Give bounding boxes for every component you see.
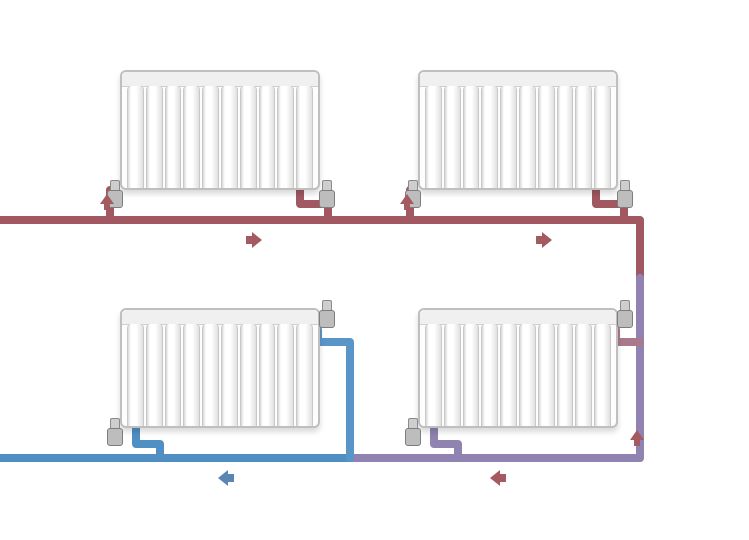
- radiator-fin: [519, 324, 536, 426]
- radiator-body: [120, 308, 320, 428]
- rad-bot-right: [418, 308, 618, 428]
- flow-arrow-up: [100, 194, 114, 210]
- valve-nut: [617, 190, 633, 208]
- radiator-fin: [538, 324, 555, 426]
- radiator-fin: [575, 86, 592, 188]
- flow-arrow-left: [218, 470, 234, 486]
- flow-arrow-up: [630, 430, 644, 446]
- radiator-fin: [481, 86, 498, 188]
- valve-nut: [617, 310, 633, 328]
- radiator-fin: [463, 86, 480, 188]
- pipe-rad3-drain: [136, 428, 160, 458]
- radiator-fin: [127, 324, 144, 426]
- radiator-fin: [183, 86, 200, 188]
- radiator-fin: [444, 324, 461, 426]
- radiator-fin: [444, 86, 461, 188]
- radiator-top-cap: [122, 310, 318, 325]
- radiator-fin: [296, 324, 313, 426]
- valve-nut: [107, 428, 123, 446]
- radiator-fin: [146, 86, 163, 188]
- radiator-valve: [614, 186, 634, 210]
- radiator-fin: [296, 86, 313, 188]
- radiator-fin: [240, 86, 257, 188]
- radiator-fin: [277, 324, 294, 426]
- radiator-fins: [420, 324, 616, 426]
- radiator-fin: [165, 324, 182, 426]
- radiator-valve: [614, 306, 634, 330]
- rad-bot-left: [120, 308, 320, 428]
- pipe-rad4-drain: [434, 428, 458, 458]
- radiator-top-cap: [420, 72, 616, 87]
- radiator-valve: [316, 306, 336, 330]
- flow-arrow-left: [490, 470, 506, 486]
- valve-nut: [405, 428, 421, 446]
- radiator-fin: [594, 86, 611, 188]
- heating-diagram: [0, 0, 749, 540]
- radiator-fin: [183, 324, 200, 426]
- valve-nut: [319, 190, 335, 208]
- radiator-body: [120, 70, 320, 190]
- radiator-fin: [519, 86, 536, 188]
- pipe-supply-in: [0, 220, 640, 278]
- radiator-fin: [500, 86, 517, 188]
- flow-arrow-right: [246, 232, 262, 248]
- flow-arrow-up: [400, 194, 414, 210]
- radiator-fins: [420, 86, 616, 188]
- flow-arrow-right: [536, 232, 552, 248]
- radiator-fin: [557, 86, 574, 188]
- radiator-fin: [127, 86, 144, 188]
- pipe-layer: [0, 0, 749, 540]
- radiator-fin: [221, 324, 238, 426]
- radiator-fin: [538, 86, 555, 188]
- pipe-rad3-in: [318, 330, 350, 458]
- radiator-fin: [557, 324, 574, 426]
- radiator-fin: [463, 324, 480, 426]
- radiator-fin: [259, 324, 276, 426]
- radiator-fin: [594, 324, 611, 426]
- radiator-valve: [316, 186, 336, 210]
- radiator-fin: [425, 324, 442, 426]
- radiator-fins: [122, 86, 318, 188]
- radiator-fin: [277, 86, 294, 188]
- radiator-fin: [202, 86, 219, 188]
- radiator-body: [418, 308, 618, 428]
- rad-top-left: [120, 70, 320, 190]
- radiator-fins: [122, 324, 318, 426]
- radiator-fin: [165, 86, 182, 188]
- rad-top-right: [418, 70, 618, 190]
- radiator-valve: [402, 424, 422, 448]
- radiator-fin: [240, 324, 257, 426]
- radiator-fin: [146, 324, 163, 426]
- valve-nut: [319, 310, 335, 328]
- radiator-valve: [104, 424, 124, 448]
- radiator-fin: [259, 86, 276, 188]
- radiator-fin: [575, 324, 592, 426]
- radiator-fin: [500, 324, 517, 426]
- radiator-fin: [221, 86, 238, 188]
- radiator-top-cap: [420, 310, 616, 325]
- radiator-fin: [425, 86, 442, 188]
- radiator-body: [418, 70, 618, 190]
- radiator-fin: [202, 324, 219, 426]
- radiator-top-cap: [122, 72, 318, 87]
- radiator-fin: [481, 324, 498, 426]
